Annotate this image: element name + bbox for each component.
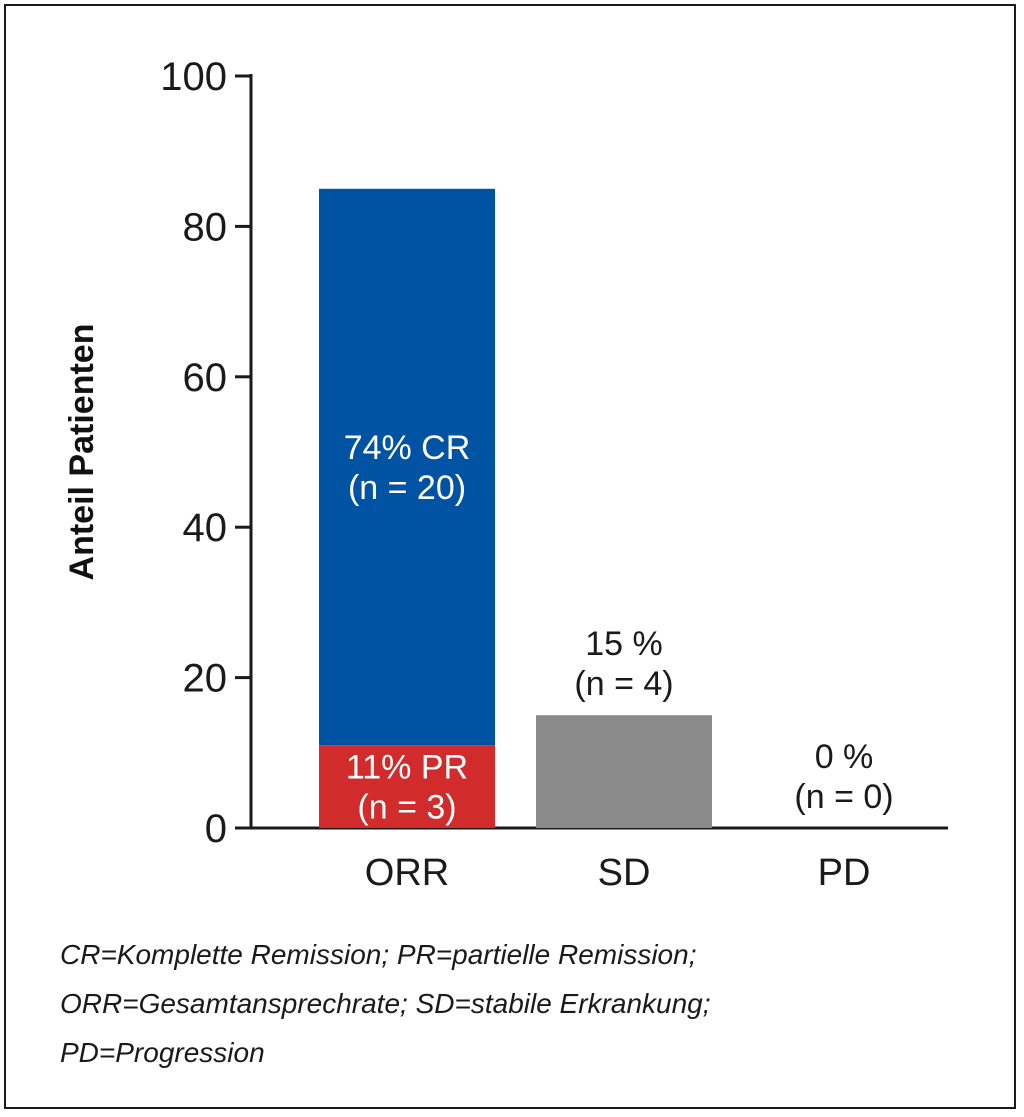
data-label: 74% CR	[344, 429, 471, 467]
y-tick-label: 80	[183, 205, 228, 249]
footnote-line: CR=Komplette Remission; PR=partielle Rem…	[60, 939, 697, 970]
y-tick-label: 0	[205, 807, 227, 851]
y-axis-label: Anteil Patienten	[63, 324, 101, 581]
footnote-line: PD=Progression	[60, 1037, 265, 1068]
footnote-line: ORR=Gesamtansprechrate; SD=stabile Erkra…	[60, 988, 711, 1019]
data-label: (n = 20)	[348, 469, 466, 507]
bar-labels: 11% PR(n = 3) 74% CR(n = 20) 15 %(n = 4) 0 …	[344, 429, 894, 827]
x-tick-label: PD	[818, 852, 871, 894]
y-tick-label: 100	[160, 55, 227, 99]
y-tick-label: 40	[183, 506, 228, 550]
x-tick-label: SD	[598, 852, 651, 894]
footnote: CR=Komplette Remission; PR=partielle Rem…	[60, 930, 960, 1077]
data-label: (n = 4)	[574, 665, 673, 703]
x-tick-label: ORR	[365, 852, 449, 894]
bar-segment	[319, 745, 495, 828]
data-label: 11% PR	[346, 749, 468, 787]
y-tick-label: 20	[183, 657, 228, 701]
chart-frame	[4, 4, 1016, 1109]
bar-segment	[319, 188, 495, 746]
bar-segment	[536, 715, 712, 828]
data-label: 15 %	[585, 625, 663, 663]
data-label: (n = 3)	[357, 789, 456, 827]
y-tick-label: 60	[183, 356, 228, 400]
data-label: 0 %	[815, 738, 874, 776]
bars	[319, 188, 712, 828]
data-label: (n = 0)	[794, 778, 893, 816]
